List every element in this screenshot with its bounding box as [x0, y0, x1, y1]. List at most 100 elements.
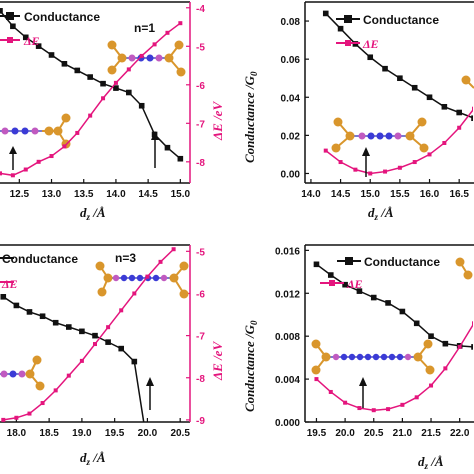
- atom-gold: [97, 287, 107, 297]
- atom-gold: [176, 67, 186, 77]
- conductance-point: [22, 34, 29, 41]
- energy-point: [429, 383, 434, 388]
- x-tick-label: 13.5: [74, 189, 94, 200]
- p3-x-ticks: 18.0 18.5 19.0 19.5 20.0 20.5: [7, 418, 190, 439]
- conductance-point: [413, 320, 420, 327]
- p3-series-conductance: [0, 294, 145, 422]
- energy-point: [53, 388, 58, 393]
- p2-legend-label-1: Conductance: [363, 13, 439, 27]
- x-tick-label: 16.5: [449, 189, 469, 200]
- conductance-point: [397, 75, 403, 82]
- energy-point: [165, 30, 170, 35]
- p3-molecule-left: [0, 355, 45, 391]
- p4-legend-label-1: Conductance: [364, 255, 440, 269]
- legend-marker: [7, 37, 13, 43]
- x-tick-label: 14.0: [106, 189, 126, 200]
- energy-point: [132, 291, 137, 296]
- conductance-point: [105, 339, 111, 345]
- energy-point: [119, 308, 124, 313]
- conductance-point: [10, 23, 16, 30]
- y2-tick-label: -8: [196, 374, 205, 385]
- energy-line: [325, 108, 473, 175]
- y-tick-label: 0.012: [275, 289, 300, 300]
- conductance-point: [13, 302, 20, 309]
- energy-point: [14, 415, 19, 420]
- y2-tick-label: -5: [196, 247, 205, 258]
- conductance-point: [356, 288, 363, 294]
- energy-point: [323, 148, 328, 153]
- x-tick-label: 19.5: [105, 428, 125, 439]
- p4-series-conductance: [313, 261, 473, 350]
- atom-pink: [332, 353, 340, 361]
- atom-blue: [348, 353, 356, 361]
- p4-molecule: [311, 257, 473, 375]
- energy-point: [139, 53, 144, 58]
- p3-series-energy: [1, 247, 176, 422]
- p3-legend-label-2: ΔE: [1, 277, 18, 291]
- atom-blue: [9, 370, 17, 378]
- p1-arrowhead-left: [9, 146, 17, 154]
- legend-marker: [6, 12, 14, 20]
- atom-gold: [103, 273, 113, 283]
- y-tick-label: 0.008: [275, 332, 300, 343]
- energy-point: [343, 400, 348, 405]
- x-tick-label: 21.0: [393, 428, 413, 439]
- p2-x-label: dz /Å: [368, 205, 394, 222]
- p1-series-energy: [0, 21, 183, 178]
- energy-point: [171, 247, 176, 252]
- y2-tick-label: -6: [196, 81, 205, 92]
- legend-marker: [345, 40, 351, 46]
- energy-point: [49, 154, 54, 159]
- legend-marker: [344, 15, 352, 23]
- p1-legend: Conductance ΔE: [0, 10, 100, 48]
- p2-series-energy: [323, 106, 473, 176]
- p3-arrowhead: [146, 377, 154, 386]
- energy-point: [178, 21, 183, 26]
- conductance-point: [471, 344, 473, 350]
- atom-gold: [413, 352, 423, 362]
- atom-blue: [367, 132, 375, 140]
- energy-point: [27, 411, 32, 416]
- energy-point: [368, 171, 373, 176]
- atom-gold: [417, 117, 427, 127]
- energy-point: [0, 171, 2, 176]
- p2-y-label: Conductance /G0: [242, 71, 259, 163]
- p4-legend-label-2: ΔE: [346, 277, 363, 291]
- energy-point: [457, 344, 462, 349]
- energy-point: [101, 96, 106, 101]
- p3-legend: Conductance ΔE: [0, 252, 78, 291]
- atom-gold: [333, 117, 343, 127]
- p2-series-conductance: [322, 10, 473, 122]
- p4-y-label: Conductance /G0: [242, 320, 259, 412]
- x-tick-label: 14.5: [331, 189, 351, 200]
- y2-tick-label: -7: [196, 332, 205, 343]
- energy-point: [158, 259, 163, 264]
- p3-n-label: n=3: [115, 251, 136, 265]
- conductance-point: [138, 102, 145, 109]
- legend-marker: [329, 280, 335, 286]
- x-tick-label: 21.5: [421, 428, 441, 439]
- bond: [465, 79, 474, 89]
- energy-point: [386, 407, 391, 412]
- y2-tick-label: -4: [196, 4, 205, 15]
- atom-gold: [32, 355, 42, 365]
- conductance-point: [0, 294, 7, 300]
- energy-point: [126, 67, 131, 72]
- conductance-point: [65, 324, 72, 330]
- atom-gold: [44, 126, 54, 136]
- x-tick-label: 18.5: [39, 428, 59, 439]
- conductance-point: [177, 155, 184, 162]
- conductance-point: [126, 89, 132, 96]
- x-tick-label: 15.0: [360, 189, 380, 200]
- atom-blue: [11, 127, 19, 135]
- conductance-point: [131, 358, 138, 365]
- y2-tick-label: -6: [196, 289, 205, 300]
- atom-gold: [405, 131, 415, 141]
- p4-x-label: dz /Å: [418, 454, 444, 471]
- p1-n-label: n=1: [134, 21, 155, 35]
- atom-gold: [61, 113, 71, 123]
- p1-x-ticks: 12.5 13.0 13.5 14.0 14.5 15.0: [10, 179, 191, 200]
- p2-x-ticks: 14.0 14.5 15.0 15.5 16.0 16.5: [301, 179, 469, 200]
- atom-blue: [136, 274, 144, 282]
- p3-y2-ticks: -5 -6 -7 -8 -9: [186, 247, 205, 427]
